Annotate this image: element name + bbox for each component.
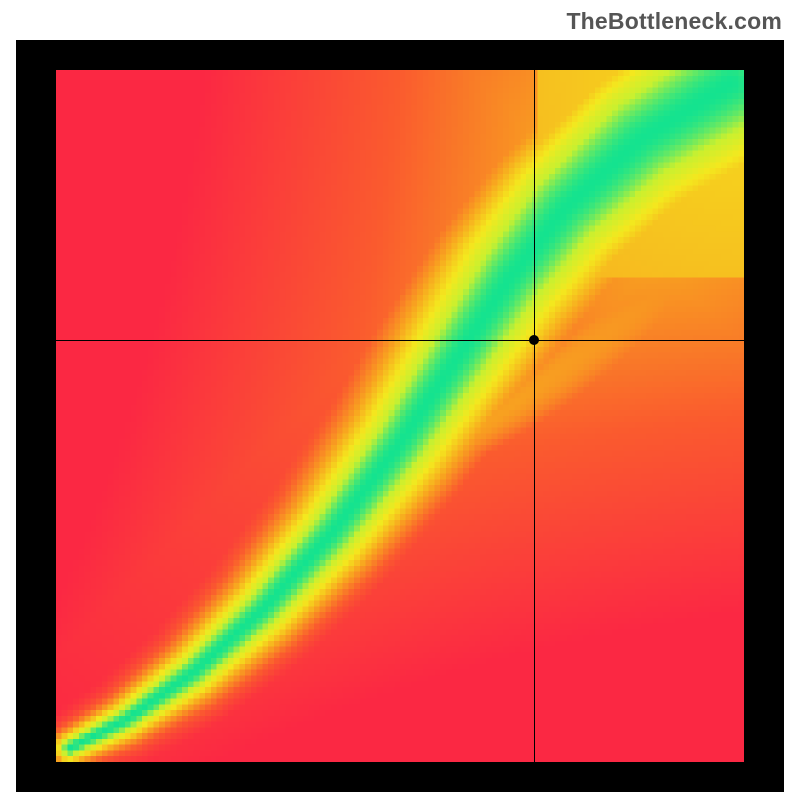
crosshair-dot [529, 335, 539, 345]
crosshair-horizontal [56, 340, 744, 341]
crosshair-vertical [534, 70, 535, 762]
chart-container: TheBottleneck.com [0, 0, 800, 800]
heatmap-canvas [56, 70, 744, 762]
watermark-text: TheBottleneck.com [566, 8, 782, 35]
heatmap-plot [56, 70, 744, 762]
plot-frame [16, 40, 784, 792]
